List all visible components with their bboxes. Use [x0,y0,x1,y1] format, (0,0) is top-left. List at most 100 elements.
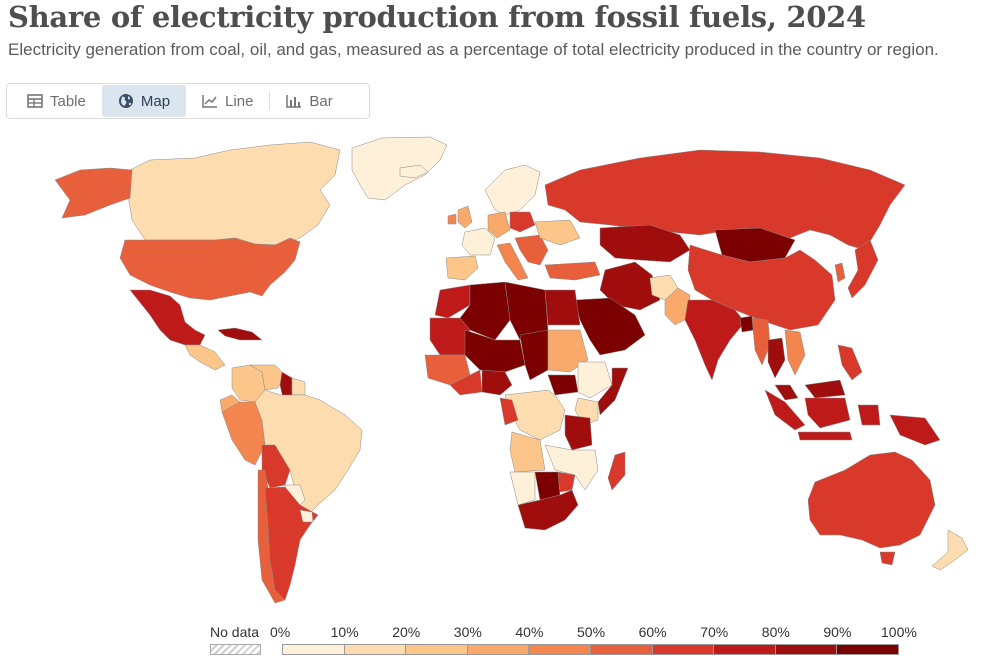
region-germany[interactable] [487,211,511,239]
region-alaska[interactable] [54,167,133,219]
legend-tick-label: 0% [270,624,291,640]
region-chad[interactable] [519,329,549,381]
legend-tick-label: 90% [823,624,852,640]
region-balkans[interactable] [514,234,549,266]
tab-bar[interactable]: Bar [270,85,348,117]
region-saudi-arabia[interactable] [574,297,646,356]
tab-separator [269,92,271,110]
region-japan[interactable] [847,239,879,299]
region-west-africa-coast[interactable] [449,369,483,396]
bar-chart-icon [286,95,302,108]
chart-subtitle: Electricity generation from coal, oil, a… [8,40,939,59]
region-uk[interactable] [457,205,473,229]
tab-bar-label: Bar [309,92,333,110]
tab-map-label: Map [140,92,171,110]
legend-swatch [528,644,591,655]
color-legend: No data 0% 10% 20% 30% 40% 50% 60% 70% 80% 90% 100… [205,622,917,662]
region-suriname[interactable] [291,377,306,396]
region-korea[interactable] [834,262,846,283]
region-italy[interactable] [496,242,529,281]
globe-icon [118,94,133,108]
legend-no-data-swatch [210,644,261,655]
legend-swatch [466,644,530,655]
region-malaysia[interactable] [774,379,846,401]
legend-tick-label: 60% [638,624,667,640]
region-madagascar[interactable] [607,451,626,491]
legend-swatch [282,644,345,655]
region-iceland[interactable] [399,164,429,179]
tab-table-label: Table [50,92,86,110]
region-ireland[interactable] [447,213,457,225]
legend-swatch [651,644,715,655]
region-ukraine[interactable] [534,219,581,246]
table-icon [27,94,43,108]
region-greenland[interactable] [351,136,448,201]
region-philippines[interactable] [837,344,863,381]
region-norway-sweden-finland[interactable] [484,164,541,216]
region-spain-portugal[interactable] [445,255,479,281]
region-thailand[interactable] [767,337,786,379]
region-tasmania[interactable] [879,551,896,566]
region-zambia-mozambique[interactable] [544,444,599,491]
region-canada[interactable] [127,141,341,246]
region-south-africa[interactable] [517,489,579,531]
legend-tick-label: 20% [392,624,421,640]
legend-swatch [774,644,838,655]
region-namibia[interactable] [509,471,536,506]
legend-tick-label: 50% [577,624,606,640]
legend-tick-label: 10% [330,624,359,640]
legend-tick-label: 100% [881,624,917,640]
region-china[interactable] [687,244,836,331]
region-india[interactable] [684,299,746,381]
legend-swatch [343,644,407,655]
tab-line[interactable]: Line [186,85,269,117]
legend-swatch [836,644,899,655]
legend-swatch [590,644,653,655]
tab-line-label: Line [225,92,254,110]
region-angola[interactable] [509,431,546,473]
region-new-zealand[interactable] [931,529,969,571]
region-mali-niger[interactable] [464,329,526,373]
legend-swatch [405,644,468,655]
legend-swatch [713,644,776,655]
line-chart-icon [202,95,218,108]
chart-title: Share of electricity production from fos… [8,0,866,34]
region-indonesia[interactable] [764,389,881,441]
region-turkey[interactable] [544,261,601,281]
region-gabon[interactable] [499,397,519,426]
region-usa[interactable] [119,237,301,301]
region-somalia[interactable] [597,367,629,416]
legend-tick-label: 40% [515,624,544,640]
region-nigeria[interactable] [481,369,513,396]
legend-tick-label: 70% [700,624,729,640]
world-map [54,136,969,604]
view-tabs: Table Map Line Bar [6,83,370,119]
legend-tick-label: 80% [761,624,790,640]
region-mexico[interactable] [129,289,206,346]
region-central-america[interactable] [184,344,226,371]
tab-map[interactable]: Map [101,85,187,117]
region-egypt[interactable] [544,289,581,326]
region-papua-new-guinea[interactable] [889,414,941,446]
legend-no-data-label: No data [210,624,260,640]
region-myanmar[interactable] [751,317,771,366]
region-ethiopia[interactable] [577,361,613,399]
region-uruguay[interactable] [299,509,314,523]
region-zimbabwe[interactable] [557,471,576,493]
region-russia[interactable] [544,149,906,251]
region-venezuela[interactable] [249,364,286,391]
region-vietnam[interactable] [784,329,806,376]
region-cuba[interactable] [217,327,263,341]
tab-table[interactable]: Table [11,85,102,117]
region-tanzania[interactable] [564,414,593,451]
legend-tick-label: 30% [453,624,482,640]
region-france[interactable] [461,227,496,256]
region-poland[interactable] [509,211,536,233]
region-morocco[interactable] [434,284,471,319]
region-mauritania[interactable] [429,317,471,356]
region-iran[interactable] [599,261,661,311]
region-south-sudan[interactable] [547,374,579,396]
region-kazakhstan[interactable] [599,224,691,263]
region-australia[interactable] [807,451,936,549]
region-guyana[interactable] [279,371,293,399]
